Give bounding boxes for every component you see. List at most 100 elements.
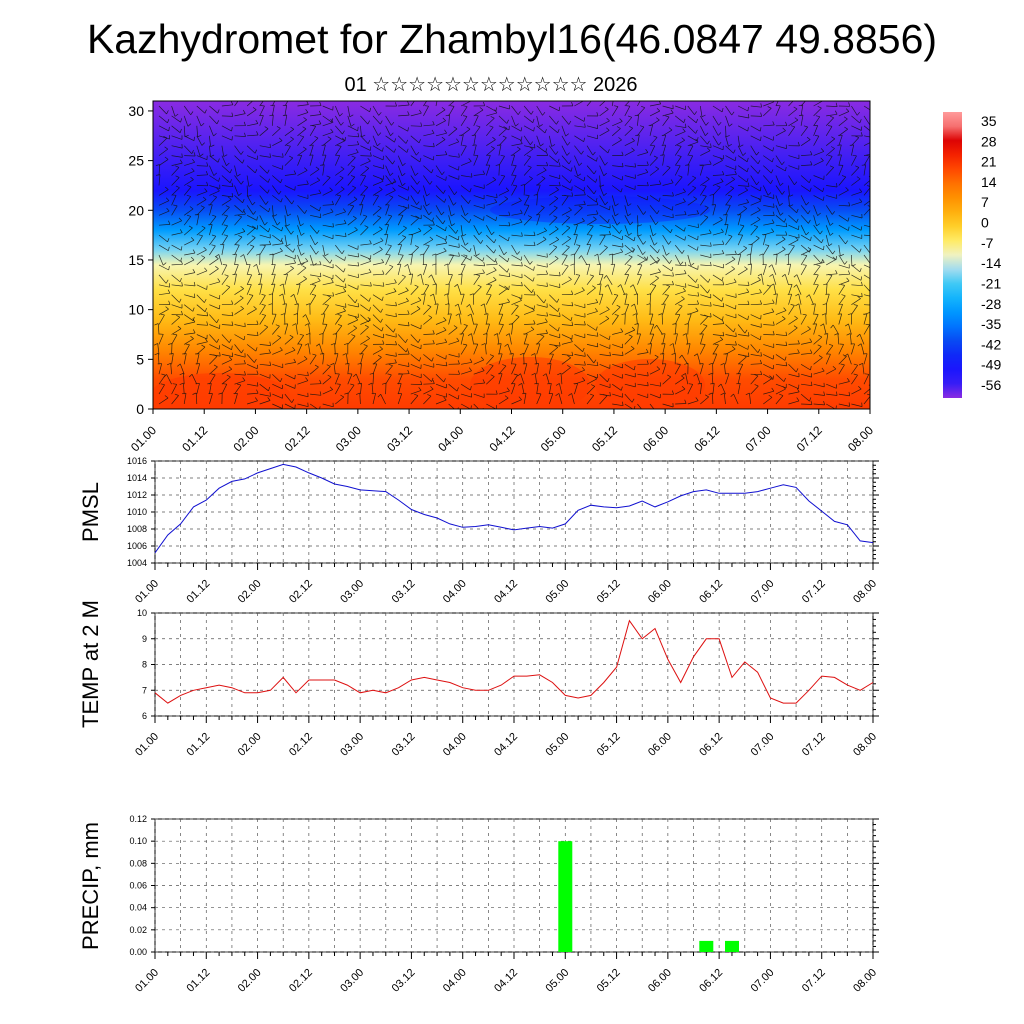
wind-barb-flag <box>521 262 523 267</box>
x-tick-label: 01.12 <box>184 578 212 606</box>
wind-barb <box>259 105 265 117</box>
wind-barb <box>461 361 473 365</box>
wind-barb-flag <box>163 374 167 378</box>
wind-barb <box>209 281 221 286</box>
wind-barb <box>737 208 748 216</box>
wind-barb-flag <box>181 310 183 315</box>
wind-barb <box>798 303 802 315</box>
wind-barb-flag <box>784 253 789 256</box>
wind-barb <box>347 205 355 216</box>
wind-barb <box>612 234 623 241</box>
wind-barb <box>826 113 838 117</box>
wind-barb-flag <box>639 125 645 128</box>
wind-barb-flag <box>407 321 410 326</box>
wind-barb <box>319 343 324 355</box>
wind-barb-flag <box>483 261 486 266</box>
wind-barb-flag <box>594 307 598 312</box>
wind-barb-flag <box>428 315 433 318</box>
wind-barb <box>272 373 281 383</box>
wind-barb-flag <box>620 386 623 391</box>
wind-barb <box>788 305 795 315</box>
wind-barb <box>171 353 174 365</box>
wind-barb <box>397 373 403 385</box>
wind-barb-flag <box>582 347 585 352</box>
y-tick-label: 25 <box>128 153 144 169</box>
wind-barb-flag <box>545 148 548 153</box>
y-axis-title: TEMP at 2 M <box>78 600 103 728</box>
wind-barb-flag <box>822 303 827 306</box>
wind-barb <box>825 244 833 255</box>
wind-barb-flag <box>768 394 773 398</box>
wind-barb <box>637 373 649 377</box>
wind-barb <box>473 204 485 209</box>
wind-barb <box>397 236 407 246</box>
wind-barb-flag <box>771 308 775 313</box>
wind-barb <box>775 249 786 256</box>
wind-barb-flag <box>418 387 422 391</box>
wind-barb <box>297 344 303 355</box>
wind-barb-flag <box>451 213 455 217</box>
wind-barb-flag <box>493 333 498 336</box>
wind-barb-flag <box>794 181 798 186</box>
wind-barb <box>485 284 493 295</box>
wind-barb <box>586 275 594 286</box>
wind-barb <box>549 207 558 216</box>
wind-barb <box>863 200 870 206</box>
wind-barb <box>469 304 475 315</box>
wind-barb <box>750 237 760 246</box>
wind-barb <box>624 304 630 315</box>
wind-barb-flag <box>200 123 205 127</box>
wind-barb <box>460 106 468 117</box>
wind-barb <box>272 175 281 184</box>
wind-barb <box>458 313 462 325</box>
wind-barb-flag <box>684 261 687 266</box>
wind-barb <box>561 196 569 206</box>
wind-barb-flag <box>836 391 838 396</box>
wind-barb <box>486 179 496 186</box>
wind-barb-flag <box>835 256 837 261</box>
wind-barb <box>825 156 833 166</box>
wind-barb-flag <box>489 354 494 357</box>
wind-barb-flag <box>746 157 749 162</box>
wind-barb <box>675 273 687 276</box>
wind-barb <box>347 384 355 395</box>
wind-barb-flag <box>721 319 725 324</box>
wind-barb <box>548 383 552 395</box>
wind-barb-flag <box>609 351 611 356</box>
wind-barb-flag <box>406 148 409 153</box>
wind-barb <box>309 179 320 186</box>
wind-barb-flag <box>604 106 609 110</box>
wind-barb <box>788 239 799 246</box>
wind-barb <box>209 314 217 324</box>
wind-barb-flag <box>336 194 341 197</box>
wind-barb-flag <box>279 247 283 252</box>
x-tick-label: 06.00 <box>646 967 674 995</box>
wind-barb <box>355 373 361 385</box>
wind-barb <box>284 244 294 253</box>
wind-barb <box>171 294 180 303</box>
wind-barb <box>649 183 661 186</box>
wind-barb-flag <box>153 343 158 346</box>
wind-barb <box>297 267 307 276</box>
wind-barb-flag <box>276 221 281 226</box>
wind-barb <box>309 224 318 234</box>
wind-barb-flag <box>500 174 505 177</box>
wind-barb-flag <box>304 343 309 346</box>
wind-barb-flag <box>532 118 535 123</box>
wind-barb <box>209 354 221 357</box>
wind-barb <box>460 254 471 261</box>
wind-barb-flag <box>571 192 574 197</box>
wind-barb-flag <box>766 284 771 287</box>
wind-barb <box>561 304 573 307</box>
wind-barb-flag <box>502 135 507 139</box>
wind-barb <box>649 205 658 215</box>
wind-barb <box>209 190 220 196</box>
wind-barb-flag <box>432 339 435 344</box>
wind-barb-flag <box>395 352 397 357</box>
wind-barb-flag <box>525 204 530 206</box>
wind-barb-flag <box>190 256 195 261</box>
wind-barb-flag <box>458 153 460 158</box>
wind-barb-flag <box>571 351 574 356</box>
wind-barb <box>435 224 446 232</box>
wind-barb <box>637 323 639 335</box>
